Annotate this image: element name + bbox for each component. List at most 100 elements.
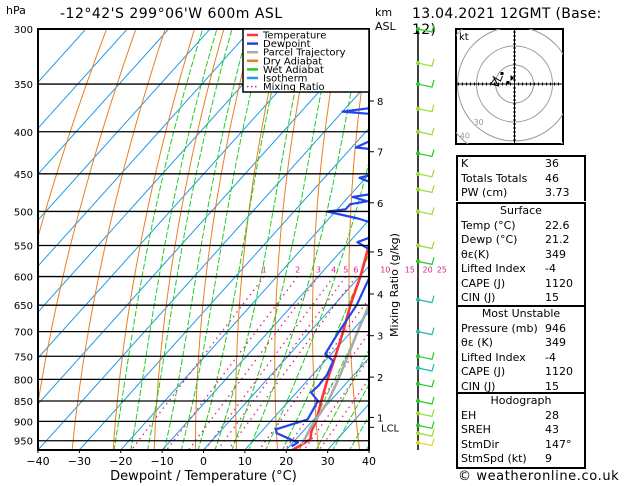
mixing-ratio-label: 1: [262, 266, 267, 275]
surface-title: Surface: [500, 204, 542, 217]
wind-barb: [416, 379, 435, 388]
surface-index-row: Temp (°C) 22.6: [458, 219, 584, 234]
wet-adiabat-line: [315, 348, 369, 450]
wet-adiabat-line: [147, 29, 233, 450]
wind-barb: [416, 421, 435, 430]
wind-barb: [416, 207, 435, 216]
hodograph-index-label: StmDir: [461, 437, 500, 451]
mixing-ratio-label: 6: [353, 266, 358, 275]
legend-label: Wet Adiabat: [263, 65, 324, 76]
mixing-ratio-label: 4: [331, 266, 336, 275]
km-asl-label: km ASL: [375, 6, 396, 34]
wet-adiabat-line: [265, 159, 369, 450]
most-unstable-index-row: Pressure (mb) 946: [458, 322, 584, 337]
x-tick-label: 40: [362, 455, 376, 468]
km-tick-label: 3: [377, 332, 383, 343]
pressure-tick-label: 700: [14, 328, 33, 339]
most-unstable-index-row: CIN (J) 15: [458, 380, 584, 395]
surface-index-row: CAPE (J) 1120: [458, 277, 584, 292]
isotherm-line: [38, 29, 87, 83]
km-tick-label: 1: [377, 413, 383, 424]
pressure-tick-label: 900: [14, 417, 33, 428]
wind-barb: [416, 127, 435, 136]
hodograph-index-row: SREH 43: [458, 423, 584, 438]
x-tick-label: 30: [321, 455, 335, 468]
wet-adiabat-line: [113, 29, 204, 450]
basic-index-label: PW (cm): [461, 186, 508, 199]
wind-barb: [416, 438, 435, 447]
pressure-tick-label: 450: [14, 170, 33, 181]
most-unstable-table: Most Unstable Pressure (mb) 946 θε (K) 349 L…: [456, 305, 586, 394]
pressure-tick-label: 800: [14, 375, 33, 386]
wet-adiabat-line: [197, 29, 287, 450]
wind-barb: [416, 241, 435, 250]
mixing-ratio-label: 2: [295, 266, 300, 275]
dry-adiabat-line: [605, 29, 629, 459]
basic-indices-table: K 36 Totals Totals 46 PW (cm) 3.73: [456, 155, 586, 201]
wet-adiabat-line: [214, 29, 309, 450]
hodograph-index-row: StmSpd (kt) 9: [458, 452, 584, 467]
surface-index-value: 349: [545, 247, 566, 261]
most-unstable-index-label: Lifted Index: [461, 350, 526, 364]
basic-index-row: PW (cm) 3.73: [458, 186, 584, 201]
mixing-ratio-line: [318, 377, 369, 450]
surface-index-row: Lifted Index -4: [458, 262, 584, 277]
surface-index-value: 1120: [545, 276, 573, 290]
location-title: -12°42'S 299°06'W 600m ASL: [60, 6, 283, 22]
x-tick-label: 20: [279, 455, 293, 468]
wind-barb: [416, 58, 435, 67]
legend-label: Isotherm: [263, 74, 307, 85]
asl-label: ASL: [375, 20, 396, 33]
hodograph-index-label: EH: [461, 408, 477, 422]
legend-box: [242, 28, 370, 93]
surface-index-row: θε(K) 349: [458, 248, 584, 263]
most-unstable-index-value: 946: [545, 321, 566, 335]
isotherm-line: [38, 29, 170, 175]
wind-barb: [416, 24, 435, 33]
mixing-ratio-label: 25: [437, 266, 447, 275]
km-tick-label: 2: [377, 373, 383, 384]
wet-adiabat-line: [231, 29, 335, 450]
x-tick-label: −40: [26, 455, 49, 468]
most-unstable-index-value: 1120: [545, 365, 573, 378]
pressure-tick-label: 850: [14, 397, 33, 408]
surface-index-label: Temp (°C): [461, 218, 516, 232]
wet-adiabat-line: [248, 29, 364, 450]
hodograph-frame: [455, 28, 564, 145]
copyright-link[interactable]: © weatheronline.co.uk: [458, 469, 620, 484]
hodograph-index-value: 28: [545, 408, 559, 422]
legend-label: Parcel Trajectory: [263, 48, 346, 59]
km-tick-label: 5: [377, 248, 383, 259]
basic-index-label: K: [461, 157, 469, 170]
km-tick-label: 4: [377, 290, 383, 301]
km-tick-label: LCL: [381, 423, 400, 434]
pressure-tick-label: 950: [14, 437, 33, 448]
surface-index-label: Lifted Index: [461, 262, 526, 275]
wet-adiabat-line: [163, 29, 249, 450]
x-tick-label: −10: [151, 455, 174, 468]
wind-barb: [416, 104, 435, 113]
most-unstable-index-value: 15: [545, 379, 559, 393]
basic-index-row: Totals Totals 46: [458, 172, 584, 187]
surface-index-value: 22.6: [545, 218, 570, 232]
pressure-tick-label: 500: [14, 207, 33, 218]
isotherm-line: [38, 29, 128, 129]
wind-barb: [416, 327, 435, 336]
most-unstable-index-row: Lifted Index -4: [458, 351, 584, 366]
wind-barb: [416, 79, 435, 88]
hodograph-trace: [489, 75, 503, 87]
x-tick-label: 10: [238, 455, 252, 468]
pressure-tick-label: 600: [14, 273, 33, 284]
basic-index-label: Totals Totals: [461, 171, 528, 185]
legend-label: Mixing Ratio: [263, 82, 325, 93]
x-tick-label: −20: [109, 455, 132, 468]
dry-adiabat-line: [419, 29, 444, 459]
surface-table: Surface Temp (°C) 22.6 Dewp (°C) 21.2 θε(K) 3…: [456, 202, 586, 306]
surface-index-value: 15: [545, 291, 559, 304]
legend-label: Dewpoint: [263, 39, 311, 50]
km-tick-label: 6: [377, 199, 383, 210]
basic-index-value: 46: [545, 171, 559, 185]
hodograph-index-value: 9: [545, 452, 552, 465]
surface-index-label: CAPE (J): [461, 276, 506, 290]
